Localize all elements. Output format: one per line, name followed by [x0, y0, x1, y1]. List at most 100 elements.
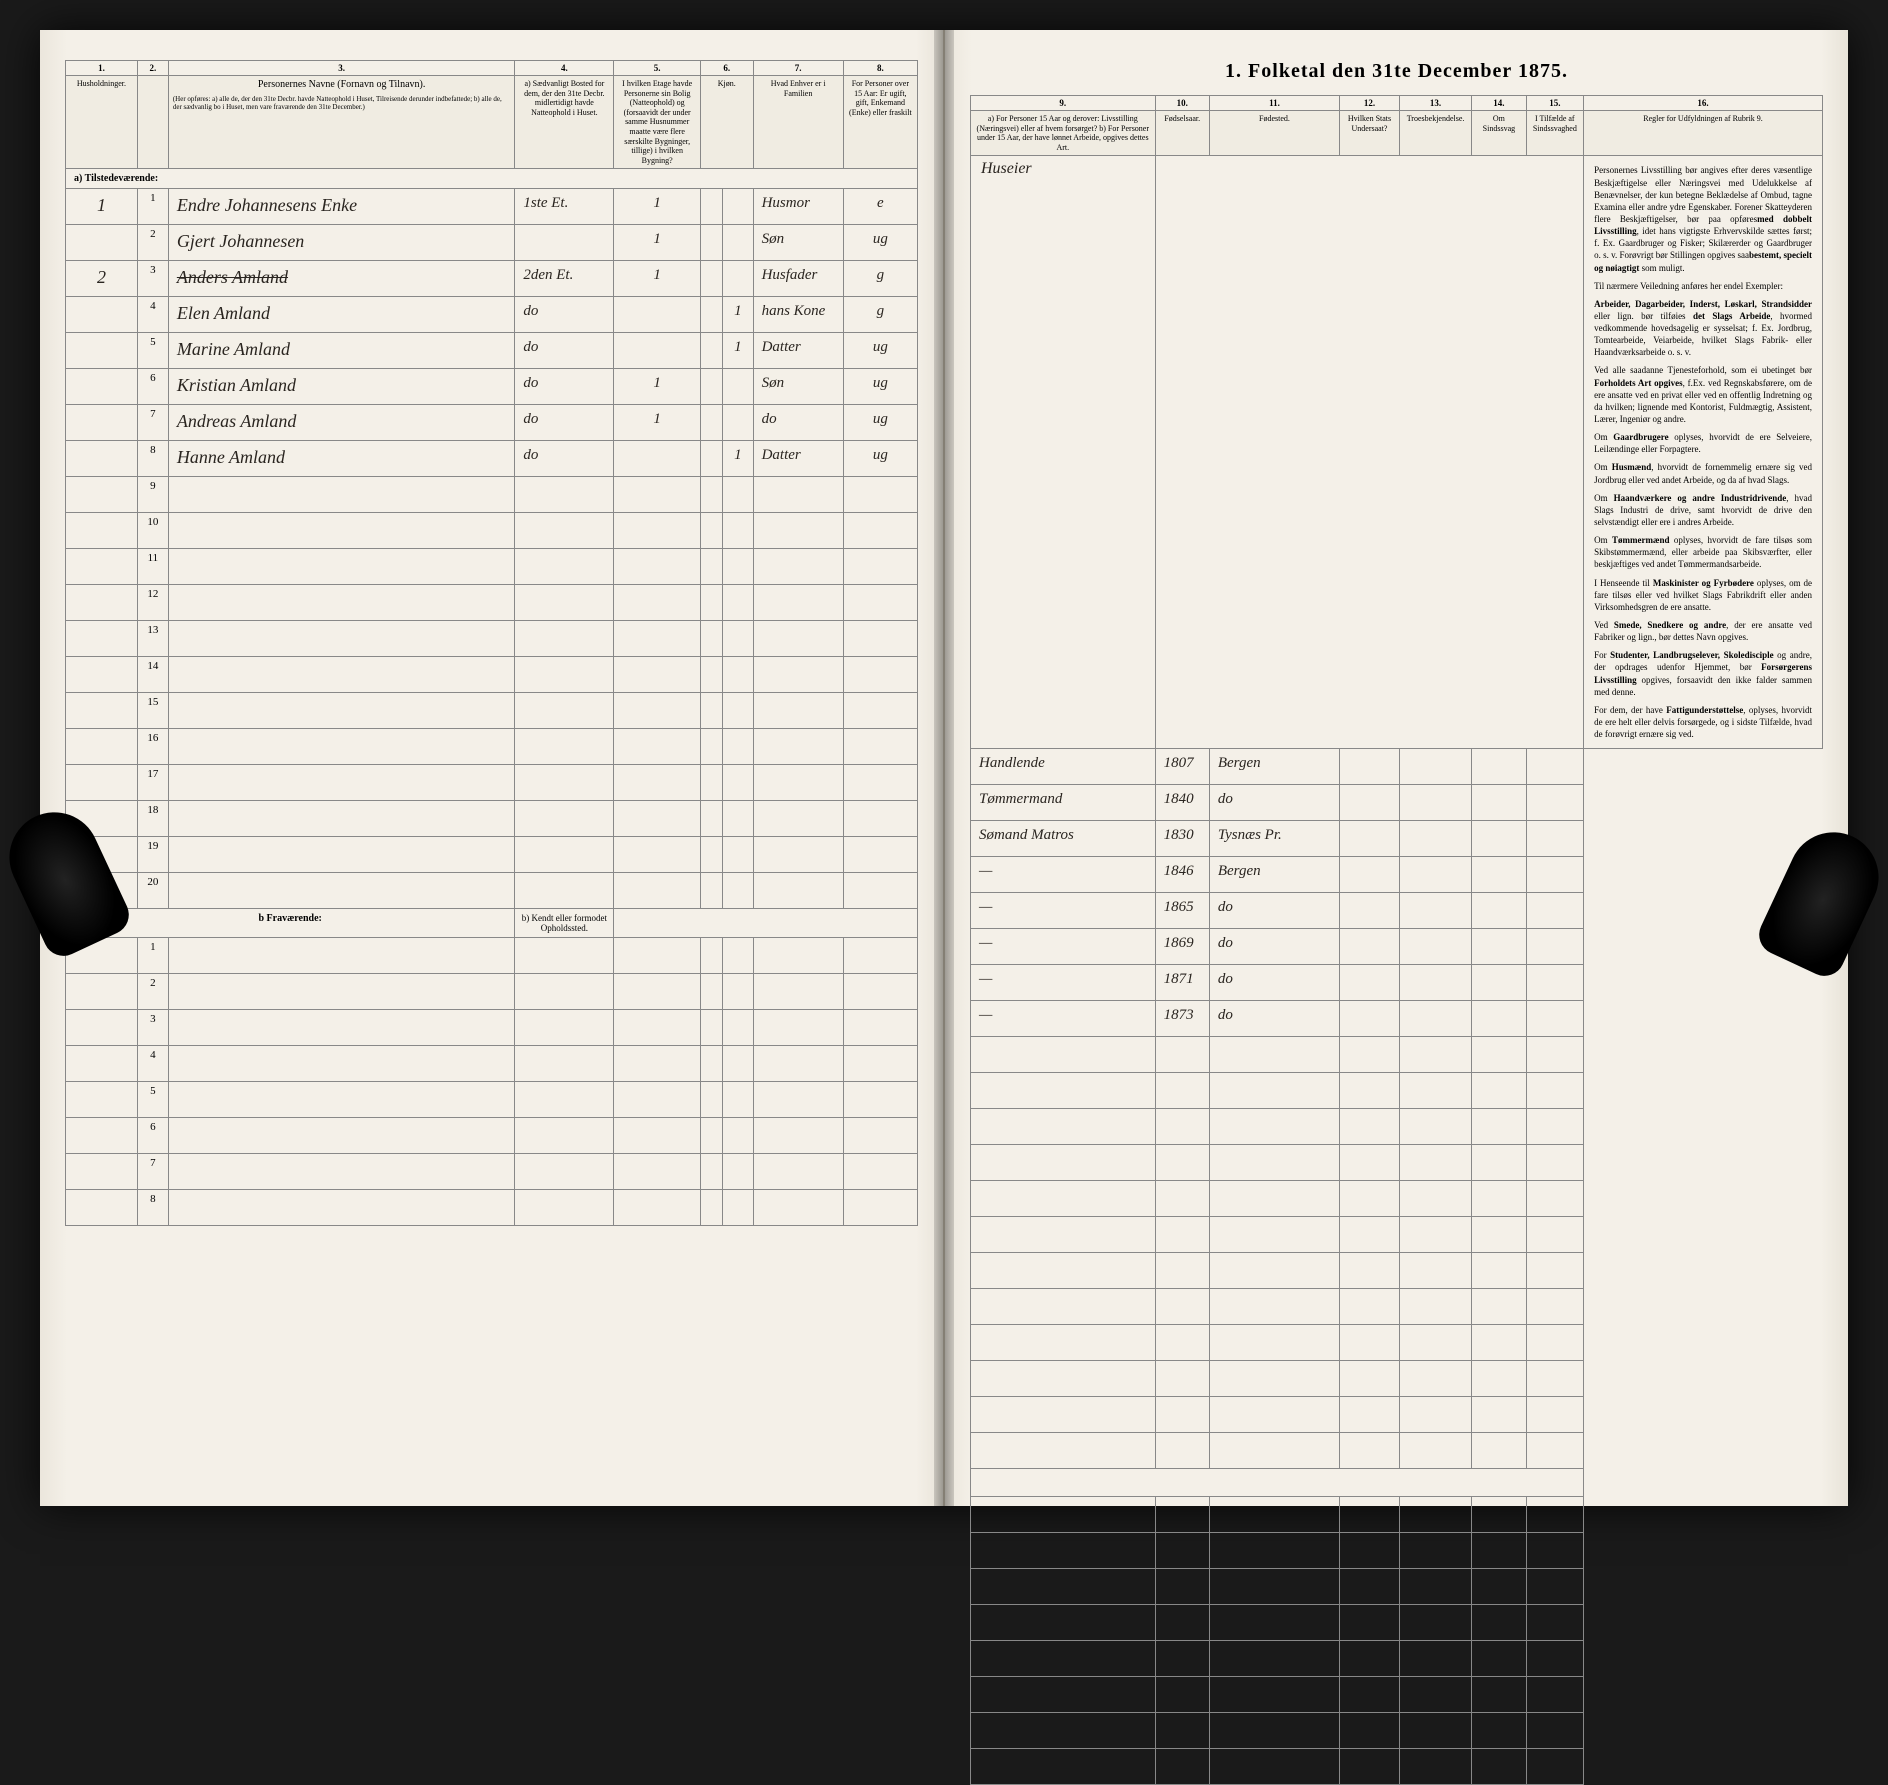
table-row: 8 Hanne Amland do 1 Datter ug [66, 441, 918, 477]
occupation-cell: — [971, 893, 1156, 929]
marital-cell: g [843, 297, 917, 333]
table-row: 7 Andreas Amland do 1 do ug [66, 405, 918, 441]
insane2-cell [1526, 857, 1584, 893]
row-number: 17 [137, 765, 168, 801]
header-15: I Tilfælde af Sindssvaghed [1526, 111, 1584, 156]
insane-cell [1472, 929, 1526, 965]
row-number: 18 [137, 801, 168, 837]
table-row [971, 1289, 1823, 1325]
row-number: 20 [137, 873, 168, 909]
relation-cell: Datter [753, 441, 843, 477]
marital-cell: ug [843, 225, 917, 261]
nationality-cell [1340, 1001, 1400, 1037]
col-num-9: 9. [971, 96, 1156, 111]
residence-cell: do [515, 405, 614, 441]
row-number: 1 [137, 189, 168, 225]
table-row: 11 [66, 549, 918, 585]
header-3: Personernes Navne (Fornavn og Tilnavn). … [168, 76, 515, 169]
birthplace-cell: Bergen [1209, 749, 1339, 785]
book-spread: 1. 2. 3. 4. 5. 6. 7. 8. Husholdninger. P… [40, 30, 1848, 1506]
table-row [971, 1533, 1823, 1569]
birthplace-cell: do [1209, 965, 1339, 1001]
birthyear-cell: 1830 [1155, 821, 1209, 857]
row-number: 15 [137, 693, 168, 729]
household-cell [66, 297, 138, 333]
table-row [971, 1713, 1823, 1749]
table-row [971, 1073, 1823, 1109]
sex-m-cell [700, 261, 722, 297]
row-number: 5 [137, 1082, 168, 1118]
birthyear-cell: 1846 [1155, 857, 1209, 893]
header-1: Husholdninger. [66, 76, 138, 169]
marital-cell: e [843, 189, 917, 225]
left-page: 1. 2. 3. 4. 5. 6. 7. 8. Husholdninger. P… [40, 30, 945, 1506]
table-row [971, 1433, 1823, 1469]
table-row [971, 1361, 1823, 1397]
sex-m-cell [700, 297, 722, 333]
row-number: 1 [137, 938, 168, 974]
col-num-2: 2. [137, 61, 168, 76]
insane2-cell [1526, 785, 1584, 821]
religion-cell [1399, 929, 1471, 965]
sex-f-cell [723, 405, 753, 441]
occupation-cell: — [971, 965, 1156, 1001]
birthyear-cell: 1807 [1155, 749, 1209, 785]
occupation-cell: Sømand Matros [971, 821, 1156, 857]
marital-cell: ug [843, 333, 917, 369]
section-a-label: a) Tilstedeværende: [66, 169, 918, 189]
col-num-1: 1. [66, 61, 138, 76]
insane2-cell [1526, 929, 1584, 965]
category-header: Huseier [971, 156, 1156, 749]
household-cell: 2 [66, 261, 138, 297]
sex-m-cell [700, 441, 722, 477]
relation-cell: Søn [753, 369, 843, 405]
nationality-cell [1340, 785, 1400, 821]
marital-cell: g [843, 261, 917, 297]
residence-cell [515, 225, 614, 261]
insane-cell [1472, 785, 1526, 821]
table-row: 17 [66, 765, 918, 801]
insane2-cell [1526, 821, 1584, 857]
religion-cell [1399, 857, 1471, 893]
header-row: Husholdninger. Personernes Navne (Fornav… [66, 76, 918, 169]
table-row: 7 [66, 1154, 918, 1190]
table-row: — 1846 Bergen [971, 857, 1823, 893]
col-num-12: 12. [1340, 96, 1400, 111]
row-number: 7 [137, 405, 168, 441]
nationality-cell [1340, 749, 1400, 785]
section-a-row: a) Tilstedeværende: [66, 169, 918, 189]
row-number: 2 [137, 974, 168, 1010]
col-num-16: 16. [1584, 96, 1823, 111]
table-row: 12 [66, 585, 918, 621]
table-row: 8 [66, 1190, 918, 1226]
occupation-cell: Handlende [971, 749, 1156, 785]
religion-cell [1399, 821, 1471, 857]
sex-f-cell [723, 225, 753, 261]
sex-f-cell: 1 [723, 297, 753, 333]
row-number: 12 [137, 585, 168, 621]
header-16: Regler for Udfyldningen af Rubrik 9. [1584, 111, 1823, 156]
sex-f-cell [723, 369, 753, 405]
table-row: 1 1 Endre Johannesens Enke 1ste Et. 1 Hu… [66, 189, 918, 225]
relation-cell: Husfader [753, 261, 843, 297]
rules-paragraph: Om Gaardbrugere oplyses, hvorvidt de ere… [1594, 431, 1812, 455]
birthplace-cell: do [1209, 893, 1339, 929]
household-cell [66, 441, 138, 477]
sex-f-cell: 1 [723, 441, 753, 477]
table-row: 4 Elen Amland do 1 hans Kone g [66, 297, 918, 333]
floor-cell: 1 [614, 369, 701, 405]
col-num-11: 11. [1209, 96, 1339, 111]
col-num-13: 13. [1399, 96, 1471, 111]
birthyear-cell: 1869 [1155, 929, 1209, 965]
household-cell [66, 369, 138, 405]
residence-cell: do [515, 297, 614, 333]
residence-cell: do [515, 333, 614, 369]
table-row: 13 [66, 621, 918, 657]
table-row: 15 [66, 693, 918, 729]
row-number: 3 [137, 1010, 168, 1046]
row-number: 6 [137, 369, 168, 405]
name-cell: Anders Amland [168, 261, 515, 297]
nationality-cell [1340, 929, 1400, 965]
rules-paragraph: Ved alle saadanne Tjenesteforhold, som e… [1594, 364, 1812, 425]
row-number: 2 [137, 225, 168, 261]
